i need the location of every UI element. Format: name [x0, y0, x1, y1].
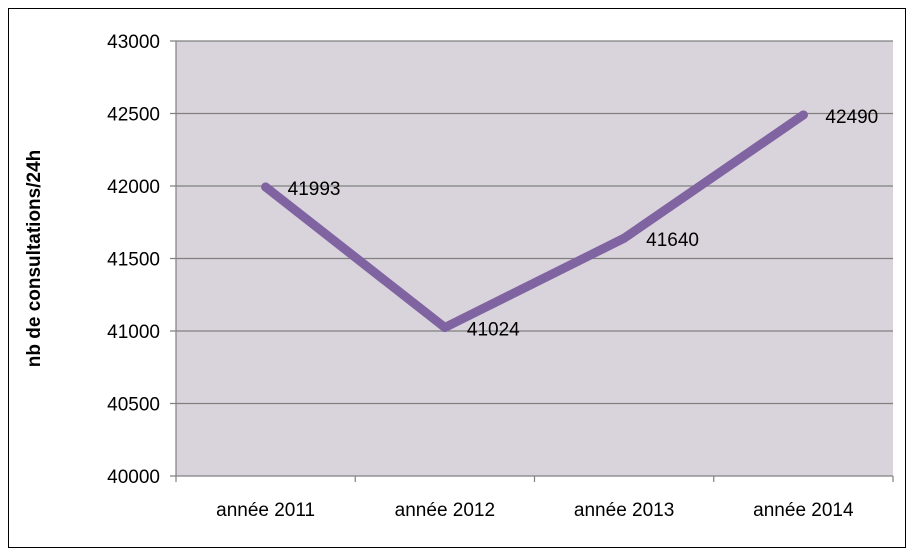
x-tick-label: année 2012: [395, 500, 495, 521]
data-label: 41640: [646, 230, 699, 251]
x-axis-ticks: année 2011 année 2012 année 2013 année 2014: [216, 500, 854, 521]
data-labels: 41993 41024 41640 42490: [261, 107, 878, 341]
data-label: 41993: [288, 179, 341, 200]
data-point: [619, 233, 629, 243]
y-tick-label: 43000: [107, 32, 160, 53]
y-tick-label: 41000: [107, 322, 160, 343]
line-chart: 40000 40500 41000 41500 42000 42500 43000 anné…: [24, 32, 894, 521]
data-point: [261, 182, 271, 192]
y-axis-ticks: 40000 40500 41000 41500 42000 42500 43000: [107, 32, 160, 488]
y-tick-label: 40000: [107, 467, 160, 488]
x-tick-label: année 2013: [574, 500, 674, 521]
data-point: [798, 110, 808, 120]
x-tick-label: année 2011: [216, 500, 315, 521]
gridlines: [170, 40, 894, 482]
x-tick-label: année 2014: [753, 500, 854, 521]
data-point: [440, 323, 450, 333]
y-axis-label: nb de consultations/24h: [24, 150, 45, 367]
data-label: 42490: [825, 107, 878, 128]
y-tick-label: 42500: [107, 105, 160, 126]
y-tick-label: 42000: [107, 177, 160, 198]
y-tick-label: 40500: [107, 395, 160, 416]
data-label: 41024: [467, 320, 520, 341]
series-line: [261, 110, 808, 333]
y-tick-label: 41500: [107, 250, 160, 271]
